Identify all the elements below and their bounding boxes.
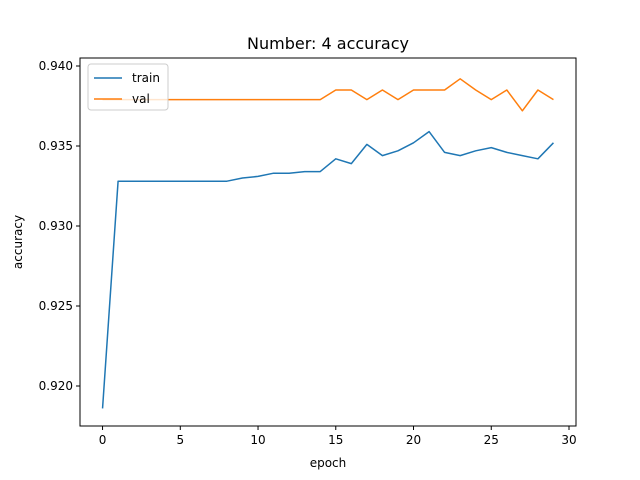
x-axis-label: epoch (310, 456, 347, 470)
y-axis-label: accuracy (11, 215, 25, 269)
y-tick-label: 0.920 (39, 379, 73, 393)
y-axis-ticks: 0.920 0.925 0.930 0.935 0.940 (39, 59, 80, 393)
series-line-train (101, 130, 554, 409)
y-tick-label: 0.940 (39, 59, 73, 73)
series-layer (101, 78, 554, 409)
chart-title: Number: 4 accuracy (247, 34, 409, 53)
y-tick-label: 0.935 (39, 139, 73, 153)
x-axis-ticks: 0 5 10 15 20 25 30 (99, 426, 577, 447)
x-tick-label: 25 (484, 433, 499, 447)
y-tick-label: 0.925 (39, 299, 73, 313)
x-tick-label: 10 (250, 433, 265, 447)
x-tick-label: 5 (176, 433, 184, 447)
plot-area-frame (79, 57, 577, 427)
y-tick-label: 0.930 (39, 219, 73, 233)
x-tick-label: 20 (406, 433, 421, 447)
x-tick-label: 0 (99, 433, 107, 447)
legend-label-val: val (132, 92, 150, 106)
legend-label-train: train (132, 71, 160, 85)
legend: train val (87, 63, 169, 111)
series-line-val (102, 78, 554, 112)
x-tick-label: 30 (561, 433, 576, 447)
x-tick-label: 15 (328, 433, 343, 447)
